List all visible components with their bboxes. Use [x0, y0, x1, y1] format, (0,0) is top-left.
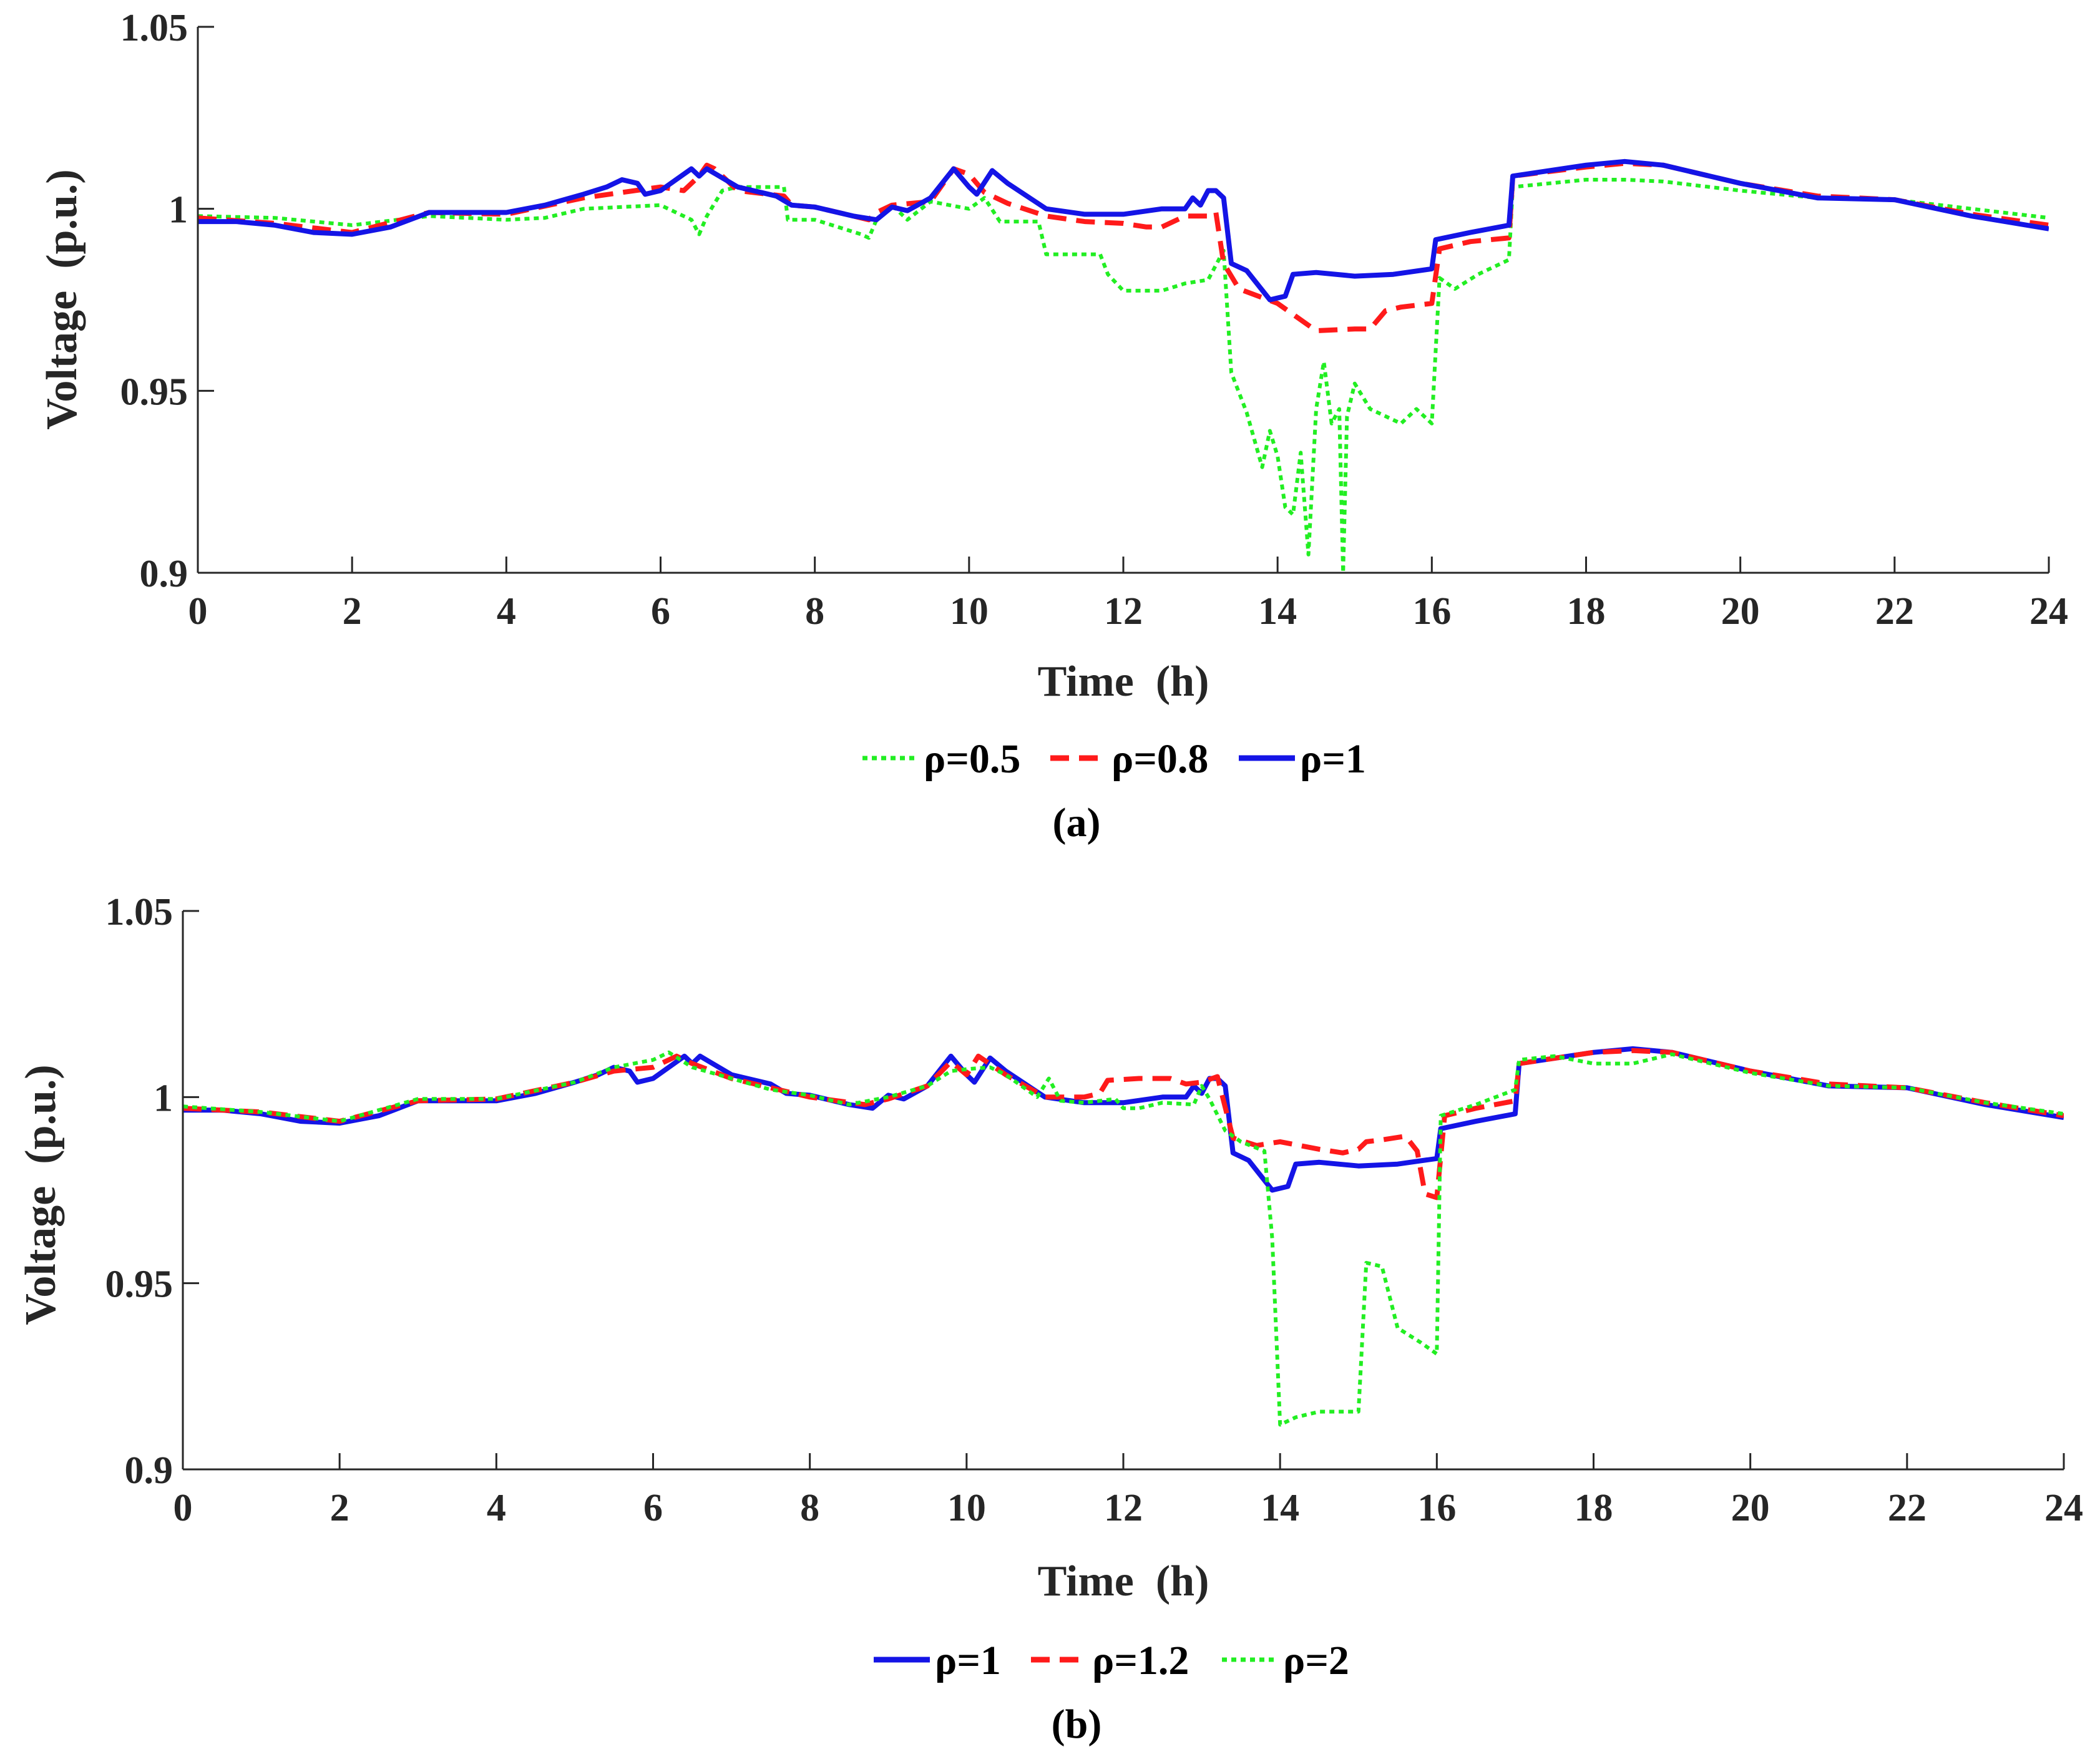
panel-b-series-line-0 — [183, 1046, 2064, 1193]
panel-a-x-tick-label-2: 4 — [497, 590, 516, 633]
panel-a-legend-label-1: ρ=0.8 — [1111, 736, 1208, 782]
panel-a-x-tick-label-7: 14 — [1258, 590, 1297, 633]
panel-b-x-tick-label-2: 4 — [487, 1487, 506, 1529]
panel-b-x-tick-label-0: 0 — [173, 1487, 193, 1529]
panel-b-y-tick-label-1: 0.95 — [105, 1263, 173, 1306]
panel-b-legend-label-2: ρ=2 — [1283, 1638, 1349, 1683]
panel-a-y-ticks: 0.9 0.95 1 1.05 — [120, 7, 214, 595]
panel-b-x-tick-label-10: 20 — [1731, 1487, 1770, 1529]
panel-b-x-tick-label-4: 8 — [800, 1487, 819, 1529]
panel-b-y-tick-label-3: 1.05 — [105, 891, 173, 933]
panel-b-y-tick-label-2: 1 — [154, 1077, 173, 1119]
panel-b-series-line-2 — [183, 1050, 2064, 1427]
panel-a-x-tick-label-5: 10 — [950, 590, 989, 633]
panel-a-x-tick-label-12: 24 — [2029, 590, 2068, 633]
panel-b-x-tick-label-1: 2 — [330, 1487, 349, 1529]
panel-a-legend-label-0: ρ=0.5 — [924, 736, 1020, 782]
panel-a-caption: (a) — [1053, 800, 1101, 845]
panel-a-y-tick-label-2: 1 — [168, 189, 188, 231]
panel-a-y-tick-label-3: 1.05 — [120, 7, 188, 49]
panel-a-y-tick-label-1: 0.95 — [120, 371, 188, 413]
panel-b-series-group — [183, 1046, 2064, 1427]
panel-b-legend: ρ=1 ρ=1.2 ρ=2 — [874, 1638, 1349, 1683]
panel-b-x-axis-label: Time (h) — [1038, 1557, 1209, 1605]
panel-a-x-ticks: 0 2 4 6 8 10 12 14 16 18 20 22 24 — [188, 557, 2068, 633]
panel-a-x-tick-label-3: 6 — [651, 590, 670, 633]
panel-b-x-tick-label-7: 14 — [1261, 1487, 1299, 1529]
panel-b-y-ticks: 0.9 0.95 1 1.05 — [105, 891, 199, 1492]
panel-a-series-line-2 — [198, 158, 2049, 303]
panel-a-y-axis-label: Voltage (p.u.) — [38, 169, 86, 429]
panel-a-x-tick-label-0: 0 — [188, 590, 208, 633]
panel-b-x-tick-label-8: 16 — [1417, 1487, 1456, 1529]
panel-a-series-line-0 — [198, 178, 2049, 573]
panel-b-x-tick-label-9: 18 — [1575, 1487, 1613, 1529]
panel-a-x-tick-label-10: 20 — [1721, 590, 1760, 633]
panel-a-x-tick-label-1: 2 — [343, 590, 362, 633]
panel-b-x-tick-label-3: 6 — [643, 1487, 663, 1529]
panel-a-x-axis-label: Time (h) — [1038, 658, 1209, 706]
panel-b-x-tick-label-6: 12 — [1104, 1487, 1143, 1529]
panel-a-x-tick-label-8: 16 — [1412, 590, 1451, 633]
panel-b-y-tick-label-0: 0.9 — [125, 1449, 173, 1492]
panel-b-x-tick-label-12: 24 — [2044, 1487, 2083, 1529]
panel-a-legend: ρ=0.5 ρ=0.8 ρ=1 — [862, 736, 1366, 782]
panel-b-x-tick-label-5: 10 — [947, 1487, 986, 1529]
panel-b-legend-label-1: ρ=1.2 — [1092, 1638, 1189, 1683]
panel-b-y-axis-label: Voltage (p.u.) — [17, 1064, 65, 1325]
panel-b-x-tick-label-11: 22 — [1888, 1487, 1927, 1529]
panel-a-x-tick-label-4: 8 — [805, 590, 824, 633]
panel-b-series-line-1 — [183, 1048, 2064, 1200]
panel-b-caption: (b) — [1052, 1701, 1102, 1747]
panel-a-x-tick-label-6: 12 — [1104, 590, 1143, 633]
panel-a-x-tick-label-9: 18 — [1567, 590, 1606, 633]
panel-b-legend-label-0: ρ=1 — [935, 1638, 1001, 1683]
panel-a-y-tick-label-0: 0.9 — [140, 553, 188, 595]
panel-b-x-ticks: 0 2 4 6 8 10 12 14 16 18 20 22 24 — [173, 1453, 2083, 1529]
panel-a-legend-label-2: ρ=1 — [1300, 736, 1366, 782]
panel-a-x-tick-label-11: 22 — [1875, 590, 1914, 633]
panel-a-series-group — [198, 158, 2049, 573]
